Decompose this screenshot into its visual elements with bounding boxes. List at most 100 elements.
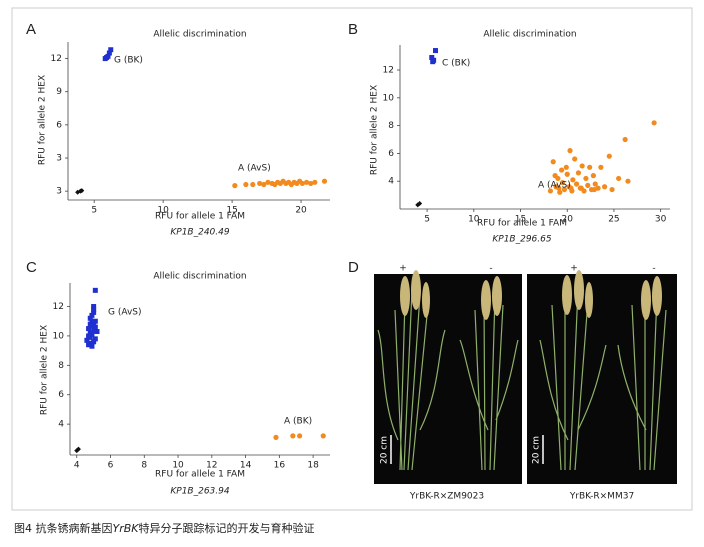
x-tick-label: 10 — [468, 215, 480, 225]
caption-gene: YrBK — [113, 522, 140, 535]
chart-title: Allelic discrimination — [483, 30, 576, 40]
point — [87, 315, 93, 321]
x-tick-label: 12 — [206, 461, 217, 471]
point — [265, 179, 271, 185]
point — [91, 304, 97, 310]
point — [561, 186, 568, 193]
point — [590, 173, 596, 179]
point — [250, 181, 256, 188]
x-axis-label: RFU for allele 1 FAM — [155, 470, 245, 480]
photo-label: YrBK-R×ZM9023 — [409, 492, 484, 502]
caption-text: 特异分子跟踪标记的开发与育种验证 — [139, 521, 315, 535]
point — [299, 180, 306, 187]
x-tick-label: 14 — [240, 461, 252, 471]
y-tick-label: 3 — [56, 154, 62, 164]
caption-text: 图4 抗条锈病新基因 — [14, 521, 113, 535]
point — [89, 323, 95, 329]
point — [290, 433, 296, 439]
y-tick-label: 10 — [383, 93, 395, 103]
point — [431, 57, 437, 63]
x-tick-label: 10 — [157, 206, 169, 216]
chart-subtitle: KP1B_240.49 — [170, 228, 229, 238]
point — [308, 180, 314, 187]
y-tick-label: 12 — [383, 66, 394, 76]
point — [89, 343, 95, 349]
y-tick-label: 4 — [58, 420, 64, 430]
chart-subtitle: KP1B_263.94 — [170, 487, 229, 497]
point — [89, 312, 95, 318]
y-axis-label: RFU for allele 2 HEX — [40, 325, 50, 415]
caption: 图4 抗条锈病新基因YrBK特异分子跟踪标记的开发与育种验证 — [14, 521, 315, 535]
series-label: A (BK) — [284, 417, 312, 427]
photo-label: YrBK-R×MM37 — [569, 492, 634, 502]
x-tick-label: 15 — [226, 206, 237, 216]
point — [87, 334, 93, 340]
x-tick-label: 15 — [515, 215, 526, 225]
x-tick-label: 5 — [424, 215, 430, 225]
point — [578, 185, 584, 191]
point — [84, 337, 90, 343]
point — [606, 153, 612, 159]
point — [312, 179, 318, 185]
point — [87, 340, 93, 346]
point — [92, 318, 98, 324]
x-tick-label: 20 — [562, 215, 574, 225]
point — [75, 446, 81, 452]
point — [570, 177, 576, 183]
point — [573, 181, 580, 187]
point — [592, 181, 598, 187]
point — [92, 336, 98, 342]
point — [417, 200, 423, 206]
y-tick-label: 4 — [388, 177, 394, 187]
y-tick-label: 12 — [53, 302, 64, 312]
panel-letter: A — [26, 21, 36, 38]
point — [105, 53, 111, 59]
point — [79, 188, 85, 194]
figure-frame — [11, 7, 693, 511]
point — [591, 186, 597, 193]
y-axis-label: RFU for allele 2 HEX — [38, 75, 48, 165]
series-label: C (BK) — [442, 59, 470, 69]
panel-letter: B — [348, 21, 358, 38]
point — [556, 185, 562, 191]
y-tick-label: 9 — [56, 87, 62, 97]
point — [232, 183, 238, 189]
x-axis-label: RFU for allele 1 FAM — [477, 219, 567, 229]
point — [303, 179, 310, 185]
point — [91, 339, 97, 345]
series-label: A (AvS) — [238, 164, 271, 174]
scale-bar-label: 20 cm — [380, 436, 390, 464]
point — [94, 329, 100, 335]
point — [651, 120, 657, 126]
point — [320, 433, 326, 439]
y-axis-label: RFU for allele 2 HEX — [370, 85, 380, 175]
point — [108, 47, 114, 53]
point — [243, 181, 249, 188]
point — [550, 159, 556, 165]
point — [563, 164, 569, 170]
x-tick-label: 30 — [655, 215, 667, 225]
point — [585, 182, 591, 188]
x-tick-label: 25 — [608, 215, 619, 225]
point — [261, 181, 267, 188]
point — [568, 185, 574, 191]
point — [622, 136, 628, 143]
y-tick-label: 10 — [53, 331, 65, 341]
point — [567, 148, 573, 154]
point — [598, 164, 604, 170]
photo-mark: - — [652, 264, 655, 274]
photo-mark: - — [489, 264, 492, 274]
point — [429, 55, 435, 61]
point — [564, 171, 570, 177]
chart-subtitle: KP1B_296.65 — [492, 235, 551, 245]
point — [257, 180, 263, 187]
y-tick-label: 6 — [56, 120, 62, 130]
panel-letter: C — [26, 259, 37, 276]
point — [552, 173, 558, 179]
point — [547, 188, 554, 194]
x-tick-label: 4 — [74, 461, 80, 471]
y-tick-label: 8 — [58, 361, 64, 371]
point — [106, 50, 112, 56]
point — [559, 167, 565, 173]
